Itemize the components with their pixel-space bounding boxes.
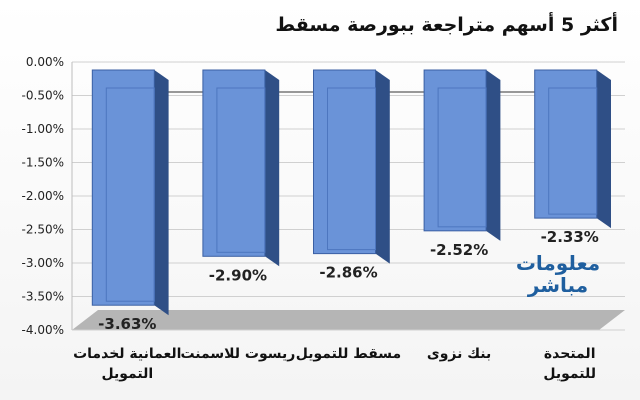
bar-side (596, 70, 611, 229)
bar-inner-edge (105, 87, 155, 302)
y-tick-label: -4.00% (22, 323, 64, 337)
y-tick-label: -0.50% (22, 89, 64, 103)
bar-inner-edge (548, 87, 598, 215)
bar (423, 69, 487, 232)
data-label: -2.86% (319, 264, 377, 282)
data-label: -2.33% (541, 228, 599, 246)
chart-title: أكثر 5 أسهم متراجعة ببورصة مسقط (275, 14, 618, 36)
bar-inner-edge (327, 87, 376, 251)
x-tick-label: مسقط للتمويل (296, 346, 401, 362)
x-tick-label: للتمويل (543, 366, 596, 382)
bar-inner-edge (437, 87, 487, 228)
y-tick-label: -3.50% (22, 290, 64, 304)
chart-floor (72, 310, 625, 330)
x-tick-label: ريسوت للاسمنت (180, 346, 295, 362)
watermark-line2: مباشر (527, 273, 589, 297)
x-tick-label: بنك نزوى (427, 346, 491, 362)
bar (534, 69, 598, 219)
bar-side (486, 70, 501, 241)
y-tick-label: -2.00% (22, 189, 64, 203)
watermark-line1: معلومات (515, 251, 601, 275)
y-tick-label: -2.50% (22, 223, 64, 237)
data-label: -2.90% (209, 266, 267, 284)
x-tick-label: العمانية لخدمات (73, 346, 181, 362)
bar-side (375, 70, 390, 264)
y-tick-label: -1.00% (22, 122, 64, 136)
y-tick-label: 0.00% (26, 55, 64, 69)
bar (313, 69, 376, 255)
y-tick-label: -3.00% (22, 256, 64, 270)
watermark-logo: معلومات مباشر (508, 252, 608, 296)
bar-side (154, 70, 169, 316)
data-label: -2.52% (430, 241, 488, 259)
y-tick-label: -1.50% (22, 156, 64, 170)
bar-side (264, 70, 280, 267)
x-tick-label: المتحدة (544, 346, 596, 362)
bar (202, 69, 266, 257)
x-tick-label: التمويل (101, 366, 153, 382)
bar (91, 69, 155, 306)
data-label: -3.63% (98, 315, 156, 333)
bar-inner-edge (216, 87, 266, 253)
